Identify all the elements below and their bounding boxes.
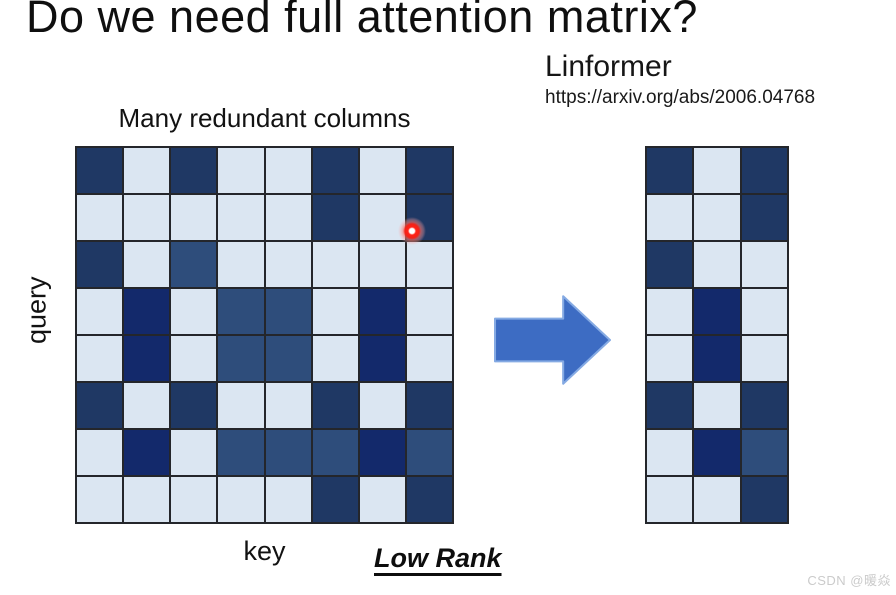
right-arrow-icon — [494, 295, 611, 385]
attention-cell — [77, 336, 123, 381]
attention-cell — [694, 289, 740, 334]
attention-cell — [647, 430, 693, 475]
attention-cell — [171, 383, 217, 428]
attention-cell — [359, 430, 405, 475]
attention-cell — [218, 289, 264, 334]
attention-cell — [124, 430, 170, 475]
attention-cell — [124, 477, 170, 522]
attention-cell — [741, 430, 787, 475]
attention-cell — [647, 477, 693, 522]
attention-cell — [647, 383, 693, 428]
attention-cell — [741, 195, 787, 240]
attention-cell — [359, 383, 405, 428]
attention-cell — [218, 148, 264, 193]
attention-cell — [359, 336, 405, 381]
attention-cell — [124, 195, 170, 240]
attention-cell — [694, 477, 740, 522]
attention-cell — [312, 148, 358, 193]
attention-cell — [312, 336, 358, 381]
attention-cell — [647, 242, 693, 287]
attention-cell — [694, 336, 740, 381]
key-axis-label: key — [243, 536, 286, 566]
attention-cell — [406, 477, 452, 522]
attention-cell — [171, 477, 217, 522]
attention-cell — [647, 195, 693, 240]
attention-cell — [77, 242, 123, 287]
attention-cell — [312, 430, 358, 475]
attention-cell — [171, 289, 217, 334]
matrix-caption: Many redundant columns — [118, 103, 411, 133]
attention-cell — [312, 195, 358, 240]
attention-cell — [312, 477, 358, 522]
attention-cell — [124, 242, 170, 287]
attention-cell — [741, 383, 787, 428]
attention-cell — [694, 242, 740, 287]
slide-title: Do we need full attention matrix? — [26, 0, 698, 42]
attention-cell — [741, 242, 787, 287]
attention-cell — [265, 242, 311, 287]
full-attention-matrix — [75, 146, 454, 524]
attention-cell — [647, 289, 693, 334]
attention-cell — [124, 289, 170, 334]
attention-cell — [171, 242, 217, 287]
attention-cell — [265, 289, 311, 334]
attention-cell — [406, 383, 452, 428]
attention-cell — [694, 430, 740, 475]
attention-cell — [406, 195, 452, 240]
attention-cell — [77, 148, 123, 193]
attention-cell — [77, 289, 123, 334]
attention-cell — [124, 383, 170, 428]
watermark: CSDN @暖焱 — [807, 573, 891, 588]
attention-cell — [694, 195, 740, 240]
attention-cell — [171, 336, 217, 381]
attention-cell — [406, 430, 452, 475]
attention-cell — [312, 242, 358, 287]
attention-cell — [218, 383, 264, 428]
attention-cell — [171, 148, 217, 193]
attention-cell — [741, 336, 787, 381]
attention-cell — [218, 477, 264, 522]
low-rank-label: Low Rank — [374, 543, 502, 573]
query-axis-label: query — [21, 276, 52, 344]
attention-cell — [171, 195, 217, 240]
attention-cell — [265, 336, 311, 381]
attention-cell — [77, 430, 123, 475]
attention-cell — [265, 148, 311, 193]
attention-cell — [265, 383, 311, 428]
attention-cell — [647, 148, 693, 193]
attention-cell — [741, 289, 787, 334]
attention-cell — [124, 336, 170, 381]
attention-cell — [359, 477, 405, 522]
attention-cell — [77, 383, 123, 428]
attention-cell — [406, 289, 452, 334]
attention-cell — [265, 430, 311, 475]
attention-cell — [312, 289, 358, 334]
attention-cell — [406, 148, 452, 193]
attention-cell — [694, 148, 740, 193]
attention-cell — [312, 383, 358, 428]
low-rank-matrix — [645, 146, 789, 524]
attention-cell — [218, 242, 264, 287]
attention-cell — [647, 336, 693, 381]
attention-cell — [741, 148, 787, 193]
attention-cell — [218, 195, 264, 240]
attention-cell — [359, 148, 405, 193]
attention-cell — [171, 430, 217, 475]
method-name: Linformer — [545, 50, 672, 83]
arxiv-link[interactable]: https://arxiv.org/abs/2006.04768 — [545, 87, 816, 108]
attention-cell — [77, 195, 123, 240]
attention-cell — [359, 289, 405, 334]
attention-cell — [359, 195, 405, 240]
attention-cell — [218, 336, 264, 381]
attention-cell — [359, 242, 405, 287]
attention-cell — [694, 383, 740, 428]
attention-cell — [77, 477, 123, 522]
attention-cell — [406, 336, 452, 381]
attention-cell — [218, 430, 264, 475]
attention-cell — [406, 242, 452, 287]
attention-cell — [124, 148, 170, 193]
attention-cell — [265, 195, 311, 240]
attention-cell — [741, 477, 787, 522]
attention-cell — [265, 477, 311, 522]
